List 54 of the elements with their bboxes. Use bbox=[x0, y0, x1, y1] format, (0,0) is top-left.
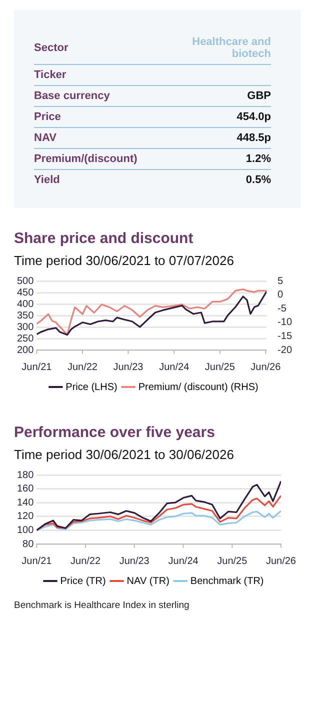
legend-label: Premium/ (discount) (RHS) bbox=[138, 382, 258, 393]
chart-subtitle: Time period 30/06/2021 to 07/07/2026 bbox=[14, 253, 235, 268]
x-tick-label: Jun/23 bbox=[113, 362, 144, 373]
y2-tick-label: -20 bbox=[278, 344, 292, 356]
x-tick-label: Jun/22 bbox=[67, 362, 98, 373]
y-tick-label: 400 bbox=[16, 298, 34, 310]
y-tick-label: 180 bbox=[16, 470, 34, 481]
legend-label: NAV (TR) bbox=[126, 576, 170, 587]
category-label: Base currency bbox=[34, 86, 161, 106]
text: 1.2% bbox=[246, 153, 271, 165]
text: Benchmark is Healthcare Index in sterling bbox=[14, 600, 190, 612]
x-tick-label: Jun/23 bbox=[119, 556, 150, 567]
text: 448.5p bbox=[236, 132, 271, 144]
category-label: Sector bbox=[34, 32, 161, 64]
y-tick-label: 200 bbox=[16, 344, 34, 356]
x-tick-label: Jun/24 bbox=[168, 556, 199, 567]
y-tick-label: 350 bbox=[16, 310, 34, 322]
y-tick-label: 300 bbox=[16, 322, 34, 333]
x-tick-label: Jun/22 bbox=[70, 556, 101, 567]
y-tick-label: 450 bbox=[16, 287, 34, 298]
y2-tick-label: -15 bbox=[278, 330, 292, 342]
y-tick-label: 100 bbox=[16, 524, 34, 536]
category-label: Premium/(discount) bbox=[34, 148, 161, 170]
text: 0.5% bbox=[246, 174, 271, 186]
text: 454.0p bbox=[236, 111, 271, 123]
y-tick-label: 500 bbox=[16, 276, 34, 287]
text: GBP bbox=[247, 90, 271, 102]
x-tick-label: Jun/21 bbox=[22, 362, 52, 373]
chart-subtitle: Time period 30/06/2021 to 30/06/2026 bbox=[14, 447, 235, 462]
y2-tick-label: 0 bbox=[278, 290, 284, 301]
chart-title: Share price and discount bbox=[14, 230, 194, 247]
text: Healthcare and biotech bbox=[192, 36, 271, 60]
x-tick-label: Jun/26 bbox=[266, 556, 296, 567]
legend-label: Price (TR) bbox=[60, 576, 106, 587]
legend-label: Benchmark (TR) bbox=[190, 576, 264, 587]
y2-tick-label: -5 bbox=[278, 303, 287, 314]
category-label: Yield bbox=[34, 173, 61, 188]
y2-tick-label: -10 bbox=[278, 317, 292, 328]
category-label: Price bbox=[34, 106, 161, 128]
category-label: Ticker bbox=[34, 64, 161, 86]
legend-label: Price (LHS) bbox=[66, 382, 118, 393]
y2-tick-label: 5 bbox=[278, 276, 284, 287]
y-tick-label: 160 bbox=[16, 484, 34, 495]
x-tick-label: Jun/24 bbox=[159, 362, 190, 373]
category-label: NAV bbox=[34, 128, 161, 148]
x-tick-label: Jun/26 bbox=[250, 362, 282, 373]
chart-title: Performance over five years bbox=[14, 424, 216, 441]
x-tick-label: Jun/21 bbox=[22, 556, 52, 567]
x-tick-label: Jun/25 bbox=[204, 362, 236, 373]
y-tick-label: 250 bbox=[16, 333, 34, 344]
x-tick-label: Jun/25 bbox=[217, 556, 248, 567]
y-tick-label: 140 bbox=[16, 497, 34, 508]
y-tick-label: 80 bbox=[22, 538, 34, 550]
y-tick-label: 120 bbox=[16, 511, 34, 522]
